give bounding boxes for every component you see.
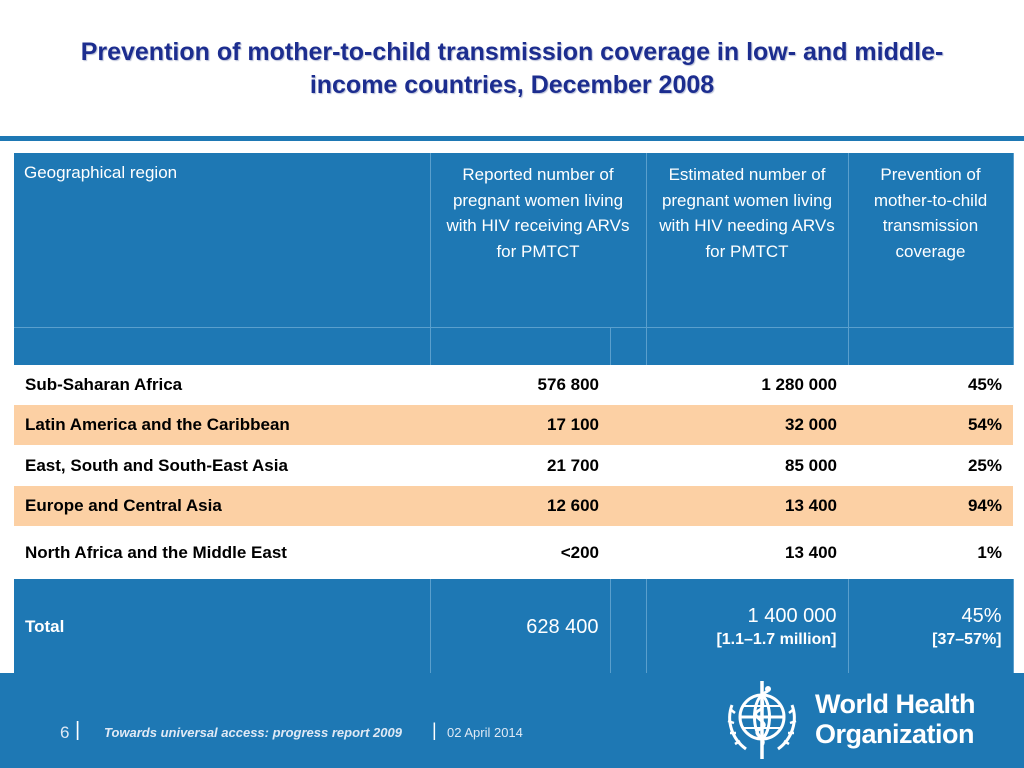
total-reported: 628 400 (526, 615, 599, 638)
total-reported-cell: 628 400 (430, 579, 611, 674)
who-logo: World Health Organization (718, 677, 1008, 765)
title-line-2: income countries, December 2008 (309, 71, 715, 99)
region-cell: Europe and Central Asia (14, 486, 430, 527)
total-estimated: 1 400 000 (747, 604, 837, 627)
estimated-cell: 13 400 (646, 526, 848, 579)
reported-cell: 21 700 (430, 445, 610, 486)
estimated-cell: 32 000 (646, 405, 848, 446)
coverage-cell: 1% (848, 526, 1013, 579)
estimated-cell: 13 400 (646, 486, 848, 527)
reported-cell: 17 100 (430, 405, 610, 446)
reported-cell: <200 (430, 526, 610, 579)
total-label: Total (14, 579, 431, 674)
page-number: 6 (60, 723, 70, 742)
slide-title: Prevention of mother-to-child transmissi… (0, 36, 1024, 102)
coverage-cell: 54% (848, 405, 1013, 446)
total-estimated-range: [1.1–1.7 million] (716, 630, 837, 648)
footer-separator: | (75, 719, 81, 741)
region-cell: East, South and South-East Asia (14, 445, 430, 486)
coverage-cell: 45% (848, 365, 1013, 405)
table-row: East, South and South-East Asia 21 700 8… (14, 445, 1013, 486)
who-wordmark: World Health Organization (815, 689, 976, 749)
who-line-1: World Health (815, 689, 976, 719)
title-line-1: Prevention of mother-to-child transmissi… (80, 38, 944, 66)
table-row: Latin America and the Caribbean 17 100 3… (14, 405, 1013, 446)
title-divider (0, 136, 1024, 141)
region-cell: Sub-Saharan Africa (14, 365, 430, 405)
who-line-2: Organization (815, 719, 975, 749)
total-coverage-range: [37–57%] (932, 630, 1002, 648)
footer-bar: 6 | Towards universal access: progress r… (0, 673, 1024, 768)
total-estimated-cell: 1 400 000 [1.1–1.7 million] (646, 579, 849, 674)
estimated-cell: 85 000 (646, 445, 848, 486)
region-cell: Latin America and the Caribbean (14, 405, 430, 446)
report-title: Towards universal access: progress repor… (104, 725, 402, 740)
total-coverage: 45% (961, 604, 1002, 627)
header-reported: Reported number of pregnant women living… (430, 153, 647, 328)
reported-cell: 576 800 (430, 365, 610, 405)
header-coverage: Prevention of mother-to-child transmissi… (848, 153, 1014, 328)
header-region: Geographical region (14, 153, 431, 328)
header-spacer-row (14, 327, 1014, 365)
who-emblem-icon (727, 681, 797, 759)
reported-cell: 12 600 (430, 486, 610, 527)
footer-separator: | (432, 720, 437, 740)
table-row: North Africa and the Middle East <200 13… (14, 526, 1013, 579)
table-header-row: Geographical region Reported number of p… (14, 153, 1014, 328)
total-coverage-cell: 45% [37–57%] (848, 579, 1014, 674)
estimated-cell: 1 280 000 (646, 365, 848, 405)
coverage-cell: 94% (848, 486, 1013, 527)
coverage-cell: 25% (848, 445, 1013, 486)
total-row: Total 628 400 1 400 000 [1.1–1.7 million… (14, 579, 1014, 674)
region-cell: North Africa and the Middle East (14, 526, 430, 579)
table-row: Europe and Central Asia 12 600 13 400 94… (14, 486, 1013, 527)
coverage-table: Geographical region Reported number of p… (14, 153, 1014, 674)
header-estimated: Estimated number of pregnant women livin… (646, 153, 849, 328)
table-row: Sub-Saharan Africa 576 800 1 280 000 45% (14, 365, 1013, 405)
footer-date: 02 April 2014 (447, 725, 523, 740)
